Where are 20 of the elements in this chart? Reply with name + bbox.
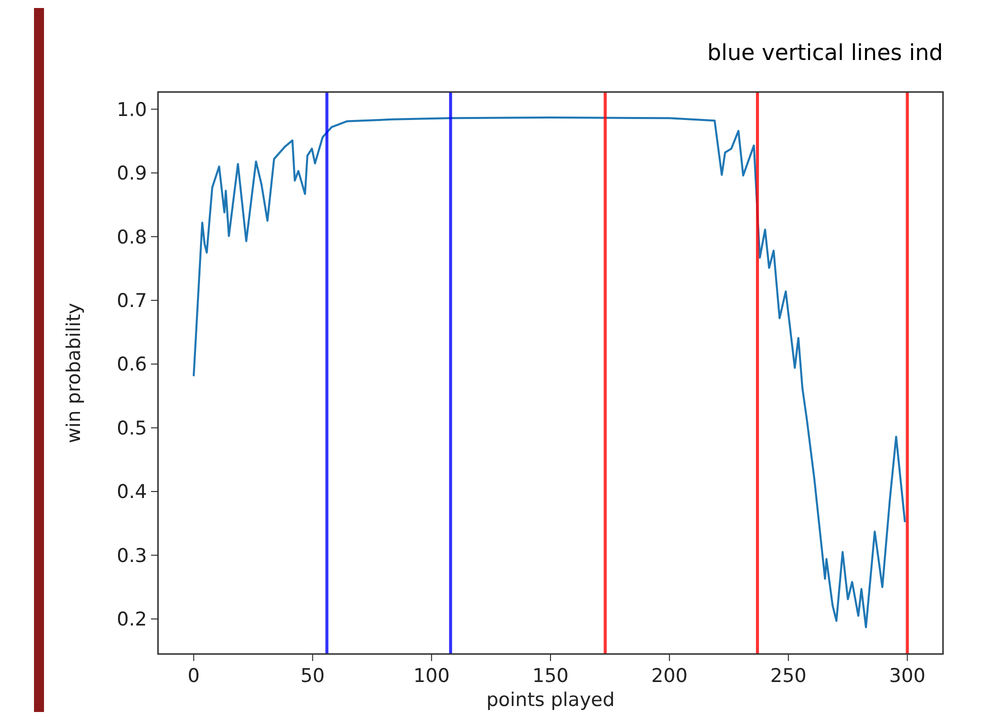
x-tick-label: 0 <box>188 665 200 687</box>
x-tick-label: 50 <box>300 665 325 687</box>
x-tick-label: 100 <box>413 665 450 687</box>
y-tick-label: 0.2 <box>116 608 147 631</box>
y-tick-label: 0.5 <box>116 417 147 440</box>
y-axis-title: win probability <box>63 302 85 444</box>
y-tick-label: 1.0 <box>116 98 147 121</box>
x-tick-label: 150 <box>532 665 569 687</box>
y-tick-label: 0.9 <box>116 162 147 185</box>
y-tick-label: 0.4 <box>116 481 147 504</box>
line-series <box>192 116 906 628</box>
x-tick-label: 250 <box>770 665 807 687</box>
y-tick-label: 0.6 <box>116 354 147 376</box>
y-tick-label: 0.3 <box>116 544 147 567</box>
x-axis-title: points played <box>486 689 615 711</box>
x-tick-label: 200 <box>651 665 688 687</box>
y-tick-label: 0.8 <box>116 226 147 248</box>
chart-title: blue vertical lines ind <box>707 41 943 66</box>
x-tick-label: 300 <box>889 665 926 687</box>
y-tick-label: 0.7 <box>116 290 147 312</box>
